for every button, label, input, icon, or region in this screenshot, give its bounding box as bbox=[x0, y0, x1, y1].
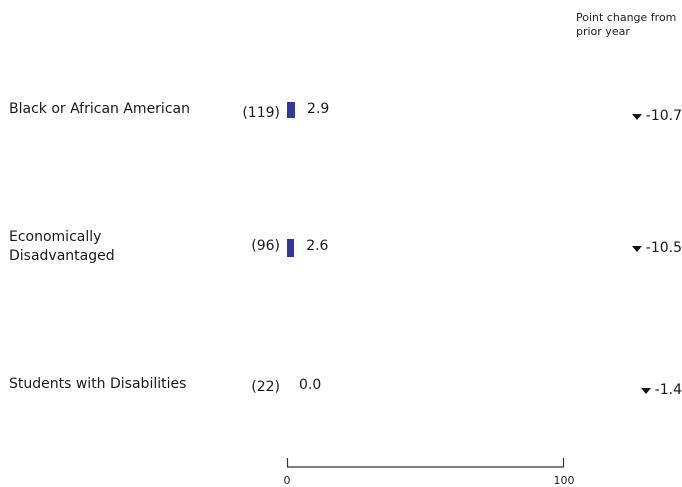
change-header-line-2: prior year bbox=[576, 25, 630, 38]
change-value: -10.5 bbox=[645, 240, 682, 256]
x-tick-label-0: 0 bbox=[284, 474, 291, 487]
change-value: -10.7 bbox=[645, 108, 682, 124]
category-label-line: Economically bbox=[9, 229, 102, 245]
value-label-black-african-american: 2.9 bbox=[307, 101, 330, 117]
value-label-students-with-disabilities: 0.0 bbox=[299, 377, 322, 393]
category-label-black-african-american: Black or African American bbox=[9, 100, 224, 119]
category-label-economically-disadvantaged: Economically Disadvantaged bbox=[9, 228, 224, 266]
change-black-african-american: -10.7 bbox=[582, 107, 682, 126]
category-label-line: Black or African American bbox=[9, 101, 190, 117]
category-label-line: Students with Disabilities bbox=[9, 376, 187, 392]
count-students-with-disabilities: (22) bbox=[251, 379, 280, 395]
count-economically-disadvantaged: (96) bbox=[251, 238, 280, 254]
change-header-line-1: Point change from bbox=[576, 11, 677, 24]
change-students-with-disabilities: -1.4 bbox=[582, 381, 682, 400]
down-arrow-icon bbox=[631, 245, 642, 252]
x-tick-label-100: 100 bbox=[554, 474, 575, 487]
change-value: -1.4 bbox=[654, 382, 682, 398]
bar-economically-disadvantaged bbox=[287, 239, 295, 257]
change-economically-disadvantaged: -10.5 bbox=[582, 239, 682, 258]
category-label-line: Disadvantaged bbox=[9, 248, 115, 264]
value-label-economically-disadvantaged: 2.6 bbox=[306, 238, 329, 254]
change-column-header: Point change from prior year bbox=[576, 11, 682, 39]
category-label-students-with-disabilities: Students with Disabilities bbox=[9, 375, 224, 394]
bar-black-african-american bbox=[287, 102, 296, 118]
down-arrow-icon bbox=[640, 387, 651, 394]
count-black-african-american: (119) bbox=[242, 105, 280, 121]
down-arrow-icon bbox=[631, 113, 642, 120]
